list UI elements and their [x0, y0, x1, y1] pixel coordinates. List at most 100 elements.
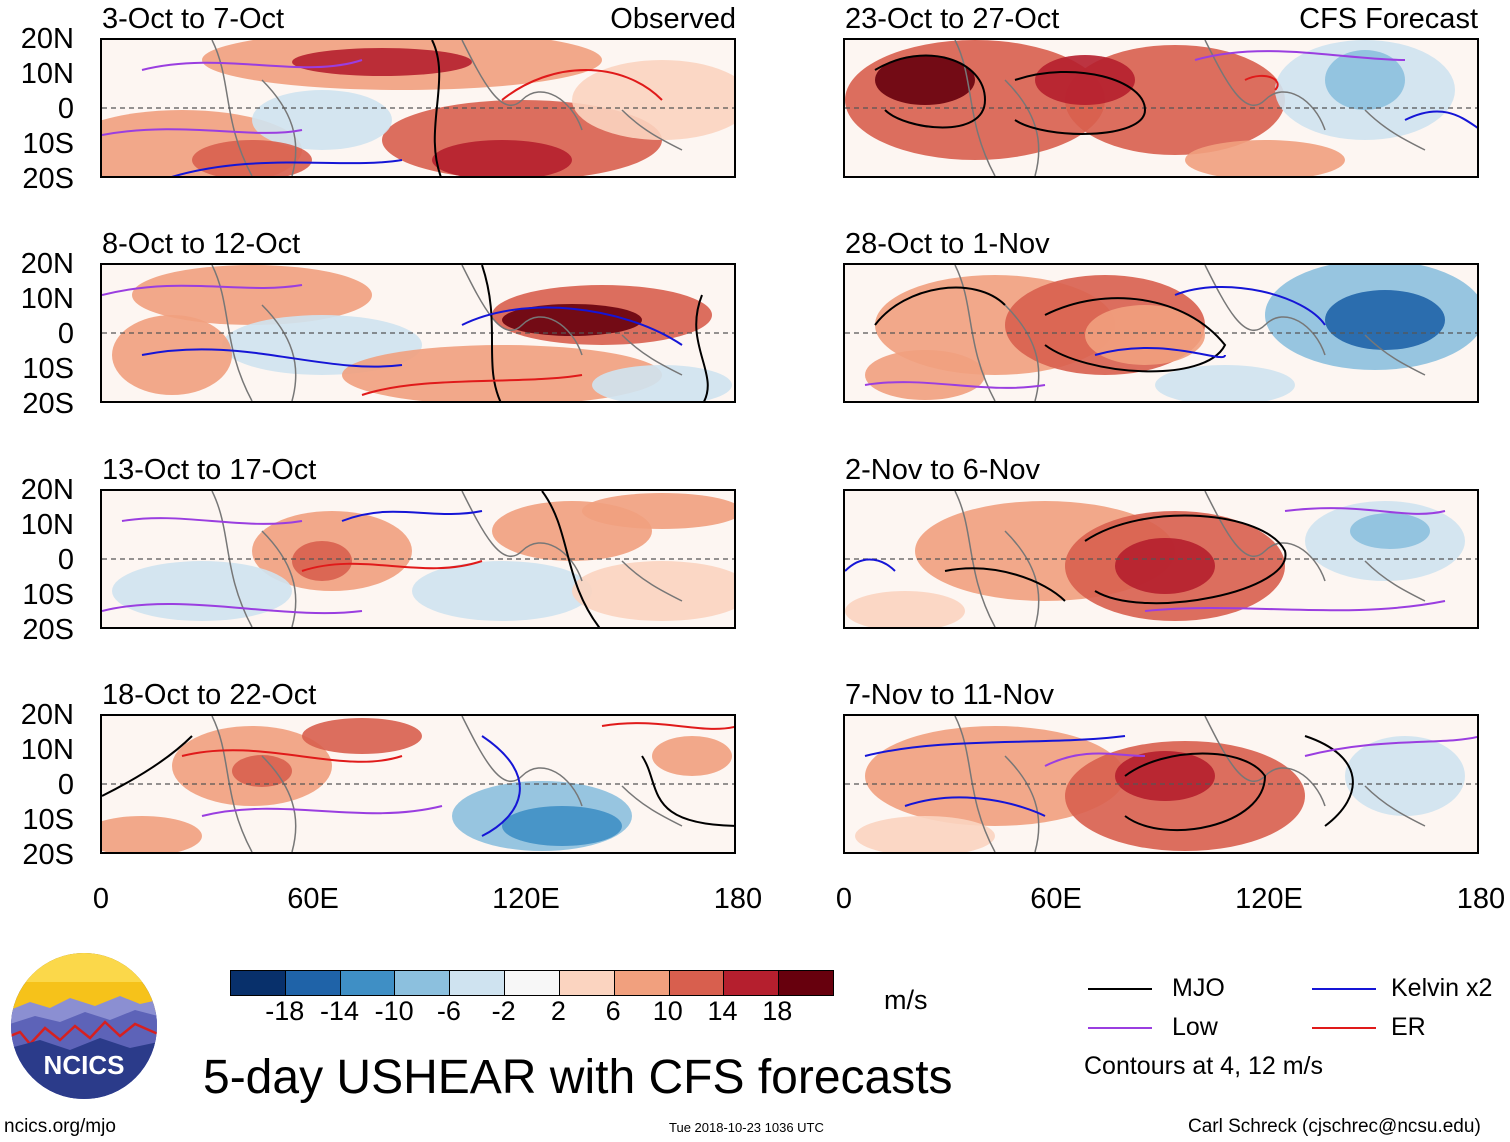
- colorbar-label: 10: [652, 996, 683, 1026]
- shading-blob: [845, 591, 965, 627]
- shading-blob: [502, 806, 622, 846]
- lon-label-right-120e: 120E: [1235, 883, 1303, 915]
- map-field: [845, 491, 1477, 627]
- legend-low-label: Low: [1172, 1013, 1218, 1041]
- footer-author: Carl Schreck (cjschrec@ncsu.edu): [1188, 1116, 1481, 1137]
- shading-blob: [292, 541, 352, 581]
- coastline: [954, 40, 1426, 176]
- panel-title-fcst-2: 28-Oct to 1-Nov: [845, 228, 1050, 260]
- contour-line: [1044, 297, 1227, 373]
- shading-blob: [1185, 140, 1345, 176]
- lat-label-row4-0: 0: [57, 769, 74, 801]
- shading-blob: [132, 265, 372, 325]
- shading-blob: [1035, 55, 1135, 105]
- map-panel-obs-1: [100, 38, 736, 178]
- colorbar-cell: [778, 971, 833, 995]
- map-field: [845, 40, 1477, 176]
- logo-text: NCICS: [44, 1050, 125, 1080]
- coastline: [954, 716, 1426, 852]
- colorbar: [230, 970, 834, 996]
- shading-blob: [302, 718, 422, 754]
- contour-line: [201, 805, 443, 817]
- colorbar-cell: [613, 971, 669, 995]
- contour-line: [1194, 50, 1406, 61]
- legend-er-line: [1312, 1027, 1376, 1029]
- legend-mjo-label: MJO: [1172, 974, 1225, 1002]
- footer-url: ncics.org/mjo: [4, 1116, 116, 1137]
- shading-blob: [292, 48, 472, 76]
- shading-blob: [582, 493, 734, 529]
- lat-label-row2-20s: 20S: [22, 388, 74, 420]
- lon-label-left-180: 180: [713, 883, 763, 915]
- lat-label-row2-10s: 10S: [22, 353, 74, 385]
- contour-line: [1174, 285, 1326, 326]
- legend-kelvin-label: Kelvin x2: [1391, 974, 1493, 1002]
- contour-line: [845, 558, 896, 572]
- contour-line: [181, 749, 403, 763]
- legend-kelvin-line: [1312, 988, 1376, 990]
- lat-label-row3-20n: 20N: [20, 474, 74, 506]
- contour-line: [904, 796, 1046, 817]
- lon-label-left-0: 0: [92, 883, 110, 915]
- shading-blob: [1325, 290, 1445, 350]
- lat-label-row1-10n: 10N: [20, 58, 74, 90]
- panel-title-fcst-3: 2-Nov to 6-Nov: [845, 454, 1041, 486]
- lat-label-row1-0: 0: [57, 93, 74, 125]
- panel-title-fcst-1: 23-Oct to 27-Oct: [845, 3, 1060, 35]
- contour-line: [601, 722, 734, 730]
- observed-label: Observed: [610, 3, 736, 35]
- contour-line: [341, 510, 483, 522]
- colorbar-label: 6: [605, 996, 621, 1026]
- panel-title-obs-4: 18-Oct to 22-Oct: [102, 679, 317, 711]
- shading-blob: [112, 315, 232, 395]
- shading-blob: [572, 561, 734, 621]
- shading-blob: [432, 140, 572, 176]
- map-panel-fcst-2: [843, 263, 1479, 403]
- contour-line: [1084, 514, 1287, 605]
- map-panel-obs-3: [100, 489, 736, 629]
- shading-blob: [572, 60, 734, 140]
- map-panel-obs-4: [100, 714, 736, 854]
- shading-blob: [112, 561, 292, 621]
- ncics-logo: NCICS: [11, 953, 157, 1099]
- contour-line: [1284, 507, 1446, 515]
- map-field: [102, 491, 734, 627]
- contour-line: [541, 491, 601, 627]
- shading-blob: [1325, 50, 1405, 110]
- contour-line: [874, 286, 1006, 326]
- lat-label-row4-20n: 20N: [20, 699, 74, 731]
- coastline: [954, 265, 1426, 401]
- map-panel-fcst-4: [843, 714, 1479, 854]
- contour-line: [102, 735, 193, 797]
- map-panel-fcst-3: [843, 489, 1479, 629]
- lat-label-row2-0: 0: [57, 318, 74, 350]
- contour-line: [1304, 735, 1354, 827]
- contour-line: [695, 294, 709, 401]
- lat-label-row1-20s: 20S: [22, 163, 74, 195]
- lon-label-right-180: 180: [1456, 883, 1506, 915]
- contour-line: [874, 54, 987, 129]
- colorbar-cell: [339, 971, 395, 995]
- lat-label-row3-10n: 10N: [20, 509, 74, 541]
- legend-er-label: ER: [1391, 1013, 1426, 1041]
- shading-blob: [342, 345, 662, 401]
- contour-line: [102, 603, 363, 615]
- colorbar-cell: [668, 971, 724, 995]
- lat-label-row1-20n: 20N: [20, 23, 74, 55]
- colorbar-cell: [449, 971, 505, 995]
- shading-blob: [865, 726, 1125, 826]
- lat-label-row4-10n: 10N: [20, 734, 74, 766]
- map-field: [102, 716, 734, 852]
- contour-line: [1304, 735, 1477, 757]
- contour-line: [1044, 752, 1146, 767]
- contour-line: [102, 284, 303, 296]
- contour-line: [461, 306, 683, 346]
- shading-blob: [232, 755, 292, 787]
- lat-label-row3-0: 0: [57, 544, 74, 576]
- shading-blob: [102, 816, 202, 852]
- map-panel-obs-2: [100, 263, 736, 403]
- shading-blob: [412, 561, 592, 621]
- lon-label-right-0: 0: [835, 883, 853, 915]
- contour-line: [431, 40, 442, 176]
- chart-title: 5-day USHEAR with CFS forecasts: [203, 1051, 953, 1104]
